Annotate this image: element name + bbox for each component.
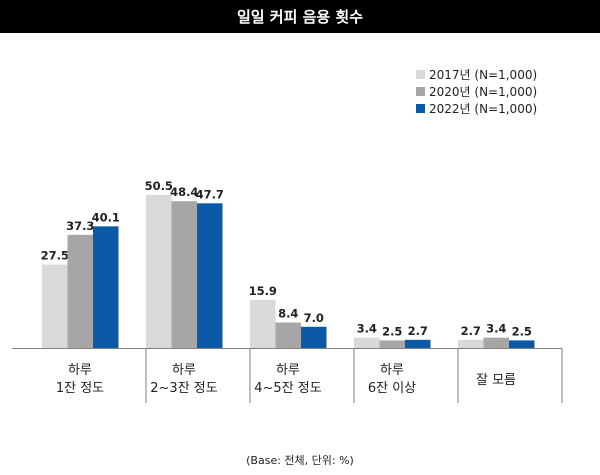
category-label: 잘 모름 xyxy=(476,373,516,388)
bar xyxy=(67,234,93,348)
value-label: 7.0 xyxy=(304,311,324,325)
category-label: 하루 xyxy=(276,363,300,378)
bar xyxy=(405,339,431,348)
bar xyxy=(458,339,484,348)
bar xyxy=(509,340,535,348)
bar xyxy=(42,264,68,348)
category-label: 1잔 정도 xyxy=(56,381,104,396)
value-label: 8.4 xyxy=(278,307,298,321)
category-label: 하루 xyxy=(172,363,196,378)
value-label: 2.5 xyxy=(512,324,532,338)
legend-label: 2020년 (N=1,000) xyxy=(429,85,538,99)
legend-swatch xyxy=(416,87,425,96)
base-note: (Base: 전체, 단위: %) xyxy=(246,454,354,467)
value-label: 40.1 xyxy=(92,210,120,224)
value-label: 47.7 xyxy=(196,187,224,201)
value-label: 2.7 xyxy=(408,324,428,338)
value-label: 3.4 xyxy=(486,322,506,336)
legend: 2017년 (N=1,000) 2020년 (N=1,000) 2022년 (N=1… xyxy=(416,66,537,117)
legend-label: 2022년 (N=1,000) xyxy=(429,102,538,116)
category-label: 2~3잔 정도 xyxy=(150,381,217,396)
value-label: 3.4 xyxy=(357,322,377,336)
category-label: 4~5잔 정도 xyxy=(254,381,321,396)
bar xyxy=(171,201,197,348)
value-label: 27.5 xyxy=(41,249,69,263)
bar xyxy=(483,337,509,348)
chart-title: 일일 커피 음용 횟수 xyxy=(0,0,600,33)
bar xyxy=(275,322,301,348)
category-label: 6잔 이상 xyxy=(368,381,416,396)
bar xyxy=(379,340,405,348)
category-label: 하루 xyxy=(68,363,92,378)
legend-swatch xyxy=(416,70,425,79)
bar xyxy=(146,194,172,348)
bar xyxy=(354,337,380,348)
legend-swatch xyxy=(416,104,425,113)
category-label: 하루 xyxy=(380,363,404,378)
value-label: 2.5 xyxy=(382,324,402,338)
legend-label: 2017년 (N=1,000) xyxy=(429,68,538,82)
value-label: 2.7 xyxy=(461,324,481,338)
bar xyxy=(93,226,119,348)
legend-item: 2022년 (N=1,000) xyxy=(416,100,537,117)
value-label: 15.9 xyxy=(249,284,277,298)
value-label: 48.4 xyxy=(170,185,198,199)
legend-item: 2017년 (N=1,000) xyxy=(416,66,537,83)
bar xyxy=(301,326,327,348)
value-label: 37.3 xyxy=(66,219,94,233)
bar xyxy=(197,203,223,348)
legend-item: 2020년 (N=1,000) xyxy=(416,83,537,100)
bar xyxy=(250,299,276,348)
value-label: 50.5 xyxy=(145,179,173,193)
